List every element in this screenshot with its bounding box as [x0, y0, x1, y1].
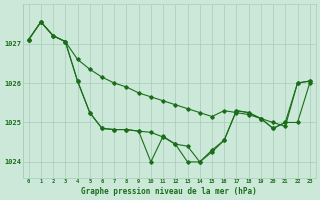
X-axis label: Graphe pression niveau de la mer (hPa): Graphe pression niveau de la mer (hPa) [81, 187, 257, 196]
